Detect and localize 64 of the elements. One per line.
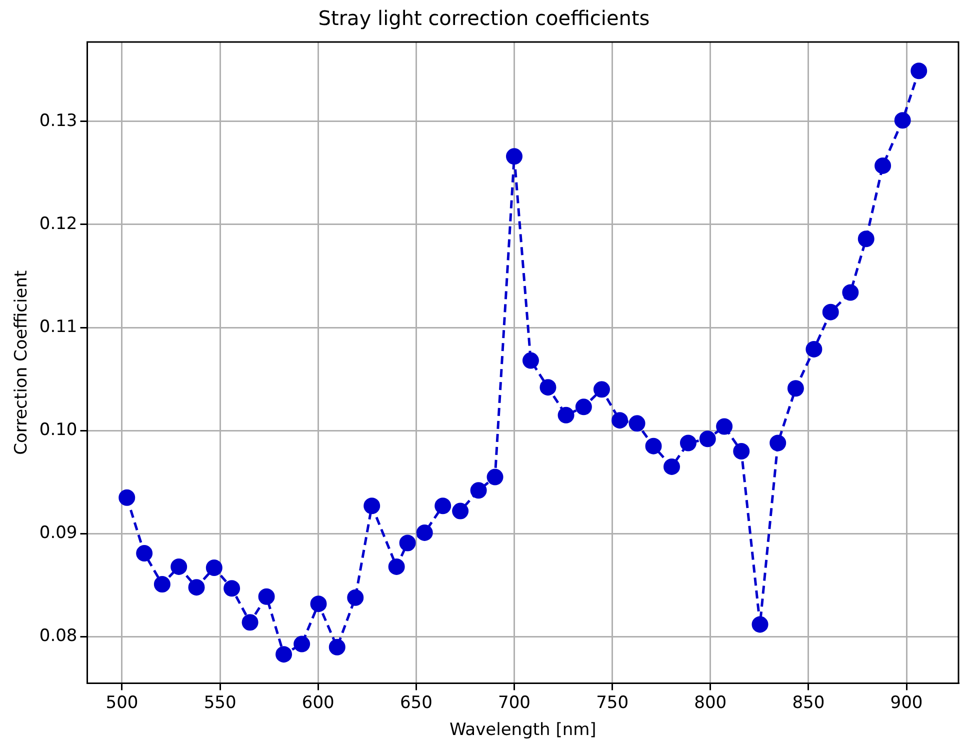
x-tick-label: 900 bbox=[890, 692, 923, 713]
point bbox=[894, 112, 911, 129]
point bbox=[136, 545, 153, 562]
y-axis-title: Correction Coefficient bbox=[12, 270, 32, 455]
y-tick-label: 0.10 bbox=[39, 420, 78, 440]
point bbox=[874, 157, 892, 174]
point bbox=[452, 502, 469, 520]
x-tick-label: 600 bbox=[302, 692, 334, 713]
x-tick-label: 800 bbox=[694, 692, 727, 713]
point bbox=[258, 588, 275, 605]
point bbox=[733, 443, 750, 460]
x-tick-label: 500 bbox=[106, 692, 138, 713]
point bbox=[470, 482, 487, 499]
x-tick-label: 550 bbox=[204, 692, 236, 713]
point bbox=[364, 498, 380, 514]
point bbox=[416, 524, 433, 541]
x-tick-label: 650 bbox=[400, 692, 432, 713]
x-axis-title: Wavelength [nm] bbox=[449, 720, 596, 740]
point bbox=[347, 589, 364, 606]
point bbox=[858, 230, 874, 248]
point bbox=[276, 646, 292, 663]
x-tick-label: 750 bbox=[596, 692, 629, 713]
point bbox=[206, 559, 222, 576]
point bbox=[593, 381, 610, 398]
point bbox=[716, 418, 733, 435]
point bbox=[294, 636, 310, 652]
x-tick-label: 850 bbox=[792, 692, 825, 713]
point bbox=[699, 430, 716, 448]
point bbox=[663, 458, 680, 475]
point bbox=[170, 558, 188, 575]
point bbox=[575, 398, 592, 416]
y-tick-label: 0.11 bbox=[39, 316, 78, 337]
point bbox=[328, 638, 346, 656]
point bbox=[645, 438, 662, 454]
point bbox=[770, 434, 786, 452]
point bbox=[188, 579, 205, 596]
point bbox=[752, 616, 768, 633]
point bbox=[399, 534, 416, 552]
point bbox=[522, 352, 539, 369]
point bbox=[628, 415, 646, 432]
x-tick-label: 700 bbox=[498, 692, 530, 713]
point bbox=[612, 412, 628, 429]
point bbox=[540, 379, 556, 396]
point bbox=[910, 62, 928, 80]
point bbox=[506, 148, 522, 165]
point bbox=[822, 304, 839, 320]
point bbox=[118, 489, 136, 506]
point bbox=[154, 576, 170, 592]
y-tick-label: 0.12 bbox=[39, 214, 78, 234]
point bbox=[388, 558, 405, 575]
point bbox=[310, 596, 327, 612]
point bbox=[806, 340, 822, 358]
point bbox=[486, 468, 504, 486]
point bbox=[842, 284, 859, 301]
y-tick-label: 0.09 bbox=[39, 523, 78, 544]
point bbox=[558, 406, 574, 424]
point bbox=[680, 434, 696, 452]
point bbox=[224, 580, 240, 597]
point bbox=[787, 380, 804, 397]
y-tick-label: 0.08 bbox=[39, 626, 78, 646]
chart-title: Stray light correction coefficients bbox=[318, 6, 650, 30]
y-tick-label: 0.13 bbox=[39, 110, 78, 131]
point bbox=[242, 614, 258, 631]
point bbox=[434, 498, 452, 514]
